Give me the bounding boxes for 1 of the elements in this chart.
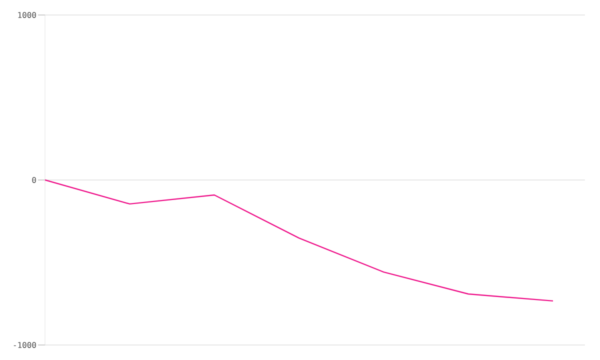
line-series bbox=[45, 179, 554, 302]
